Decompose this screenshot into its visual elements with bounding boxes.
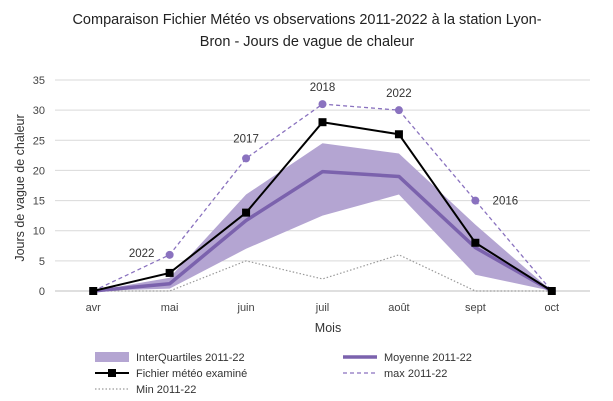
x-tick-label: août (388, 302, 409, 314)
x-tick-label: sept (465, 302, 486, 314)
max-point (394, 106, 403, 115)
y-tick-label: 15 (33, 196, 45, 208)
max-point (471, 196, 480, 205)
chart-title-line-1: Comparaison Fichier Météo vs observation… (72, 12, 541, 28)
fichier-point (471, 238, 480, 247)
x-axis-label: Mois (315, 321, 341, 335)
y-tick-label: 25 (33, 135, 45, 147)
fichier-point (89, 287, 98, 295)
y-tick-label: 5 (39, 256, 45, 268)
fichier-point (242, 208, 251, 217)
annotation-year: 2017 (233, 133, 259, 145)
legend-swatch-interquartiles (95, 352, 129, 362)
x-tick-label: oct (544, 302, 559, 314)
x-axis-ticks: avr mai juin juil août sept oct (86, 302, 560, 314)
legend-swatch-fichier-marker (108, 369, 116, 377)
legend-item-fichier: Fichier météo examiné (95, 368, 247, 380)
chart-title-line-2: Bron - Jours de vague de chaleur (200, 34, 415, 50)
interquartile-band (93, 143, 552, 291)
legend-label-fichier: Fichier météo examiné (136, 368, 247, 380)
y-tick-label: 30 (33, 105, 45, 117)
y-tick-label: 0 (39, 286, 45, 298)
legend-label-interquartiles: InterQuartiles 2011-22 (136, 352, 245, 364)
y-tick-label: 10 (33, 226, 45, 238)
annotation-year: 2016 (493, 196, 519, 208)
max-point (318, 100, 327, 109)
x-tick-label: juil (315, 302, 329, 314)
legend-item-max: max 2011-22 (343, 368, 447, 380)
series-line-moyenne (93, 169, 553, 293)
fichier-point (394, 130, 403, 139)
plot-area (89, 100, 556, 295)
y-tick-label: 35 (33, 75, 45, 87)
fichier-point (318, 118, 327, 127)
annotation-year: 2022 (386, 88, 412, 100)
y-tick-label: 20 (33, 165, 45, 177)
y-axis-ticks: 0 5 10 15 20 25 30 35 (33, 75, 45, 298)
legend-item-moyenne: Moyenne 2011-22 (343, 352, 472, 364)
fichier-point (165, 268, 174, 277)
x-tick-label: juin (237, 302, 255, 314)
legend-label-max: max 2011-22 (384, 368, 447, 380)
x-tick-label: avr (86, 302, 102, 314)
legend: InterQuartiles 2011-22 Moyenne 2011-22 F… (95, 352, 472, 396)
max-point (165, 250, 174, 259)
legend-item-interquartiles: InterQuartiles 2011-22 (95, 352, 245, 364)
fichier-point (547, 287, 556, 295)
annotation-year: 2022 (129, 248, 155, 260)
annotations: 2022 2017 2018 2022 2016 (129, 82, 518, 260)
max-point (242, 154, 251, 163)
y-axis-label: Jours de vague de chaleur (13, 114, 27, 261)
legend-label-moyenne: Moyenne 2011-22 (384, 352, 472, 364)
legend-label-min: Min 2011-22 (136, 384, 196, 396)
annotation-year: 2018 (310, 82, 336, 94)
legend-item-min: Min 2011-22 (95, 384, 196, 396)
x-tick-label: mai (161, 302, 179, 314)
